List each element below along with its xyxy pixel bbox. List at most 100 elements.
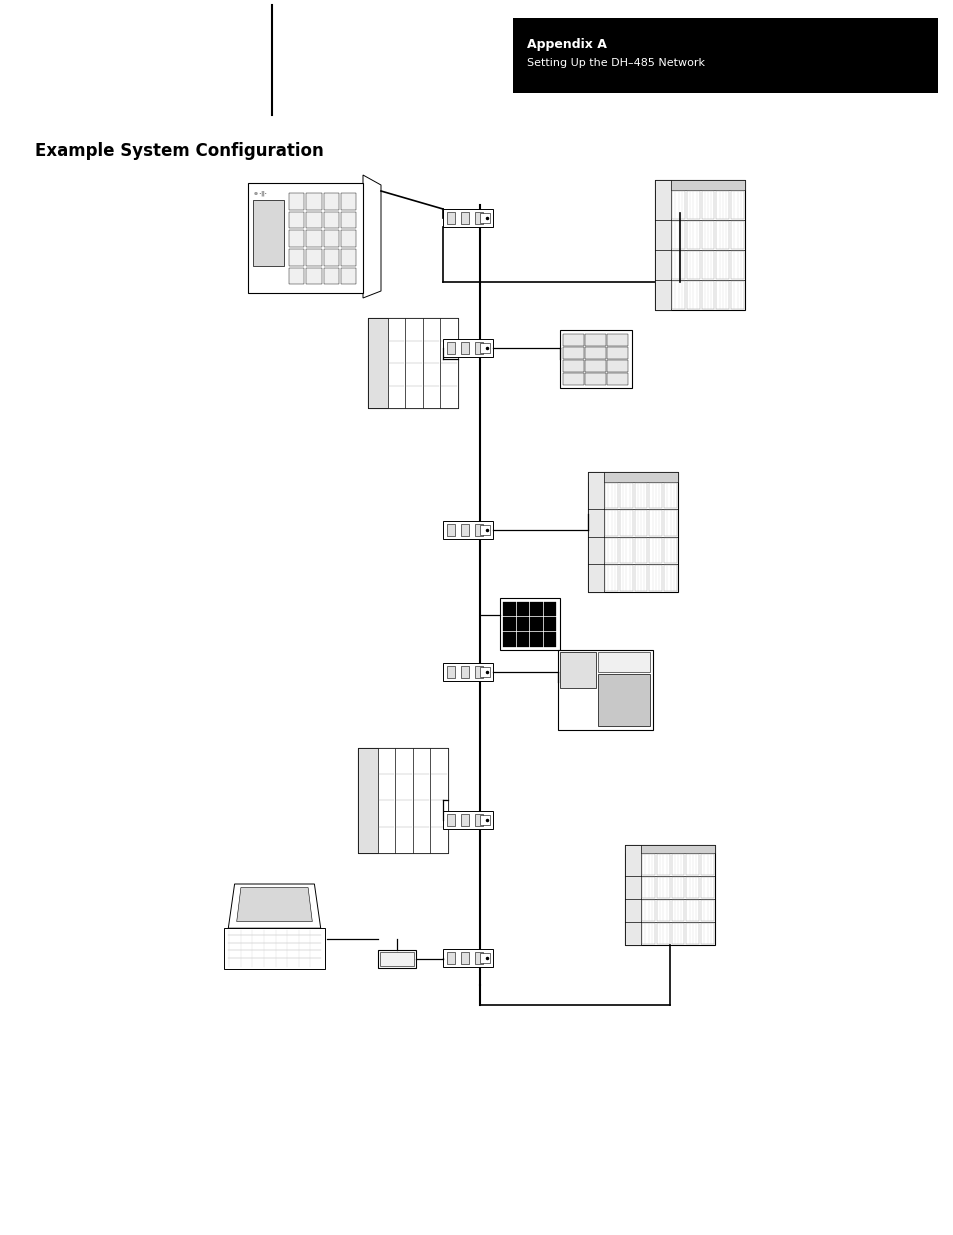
Bar [585,347,606,358]
Bar [624,845,640,945]
Bar [604,510,618,536]
Bar [368,317,457,408]
Bar [368,317,387,408]
Bar [559,330,631,388]
Bar [479,212,490,224]
Bar [624,845,714,853]
Bar [587,472,603,592]
Circle shape [566,698,585,718]
Bar [340,211,355,228]
Bar [479,953,490,963]
Bar [517,632,529,646]
Bar [289,211,304,228]
Bar [558,650,652,730]
Bar [460,342,469,354]
Bar [657,853,669,876]
Bar [641,853,655,876]
Bar [604,537,618,563]
Bar [475,814,482,826]
Bar [563,333,584,346]
Bar [475,952,482,965]
Bar [649,483,661,508]
Bar [700,853,713,876]
Text: ∞ -||-: ∞ -||- [253,190,266,196]
Bar [387,317,405,408]
Bar [634,483,647,508]
Bar [672,251,684,279]
Bar [634,566,647,592]
Bar [624,845,714,945]
Bar [460,952,469,965]
Bar [447,814,455,826]
Bar [649,537,661,563]
Bar [340,268,355,284]
Bar [585,359,606,372]
Bar [503,616,516,631]
Bar [323,230,338,247]
Bar [442,663,493,680]
Bar [655,180,744,310]
Bar [641,877,655,898]
Bar [701,251,714,279]
Bar [671,900,683,921]
Bar [671,923,683,944]
Bar [730,251,743,279]
Bar [686,853,699,876]
Bar [634,537,647,563]
Bar [340,230,355,247]
Bar [619,510,632,536]
Bar [530,601,542,616]
Bar [357,748,377,853]
Bar [563,359,584,372]
Bar [306,193,321,210]
Polygon shape [363,175,380,298]
Bar [475,666,482,678]
Bar [442,811,493,829]
Bar [517,616,529,631]
Bar [323,193,338,210]
Text: Appendix A: Appendix A [526,38,606,51]
Bar [563,347,584,358]
Bar [447,524,455,536]
Bar [340,249,355,266]
Polygon shape [236,888,312,921]
Bar [503,601,516,616]
Bar [323,249,338,266]
Bar [686,900,699,921]
Bar [377,748,395,853]
Bar [701,191,714,220]
Bar [730,221,743,249]
Bar [700,923,713,944]
Bar [442,948,493,967]
Bar [543,601,556,616]
Bar [499,598,559,650]
Bar [716,221,728,249]
Bar [607,347,628,358]
Bar [671,877,683,898]
Bar [253,200,283,266]
Bar [475,524,482,536]
Bar [671,853,683,876]
Bar [663,537,677,563]
Bar [513,19,937,93]
Bar [730,191,743,220]
Bar [475,342,482,354]
Bar [224,929,325,969]
Bar [563,373,584,384]
Bar [587,472,678,592]
Bar [413,748,430,853]
Bar [649,510,661,536]
Bar [649,566,661,592]
Bar [447,666,455,678]
Bar [460,814,469,826]
Bar [543,632,556,646]
Bar [607,373,628,384]
Bar [405,317,422,408]
Bar [379,952,414,966]
Bar [663,483,677,508]
Bar [686,251,699,279]
Bar [460,524,469,536]
Bar [460,666,469,678]
Bar [585,373,606,384]
Bar [585,333,606,346]
